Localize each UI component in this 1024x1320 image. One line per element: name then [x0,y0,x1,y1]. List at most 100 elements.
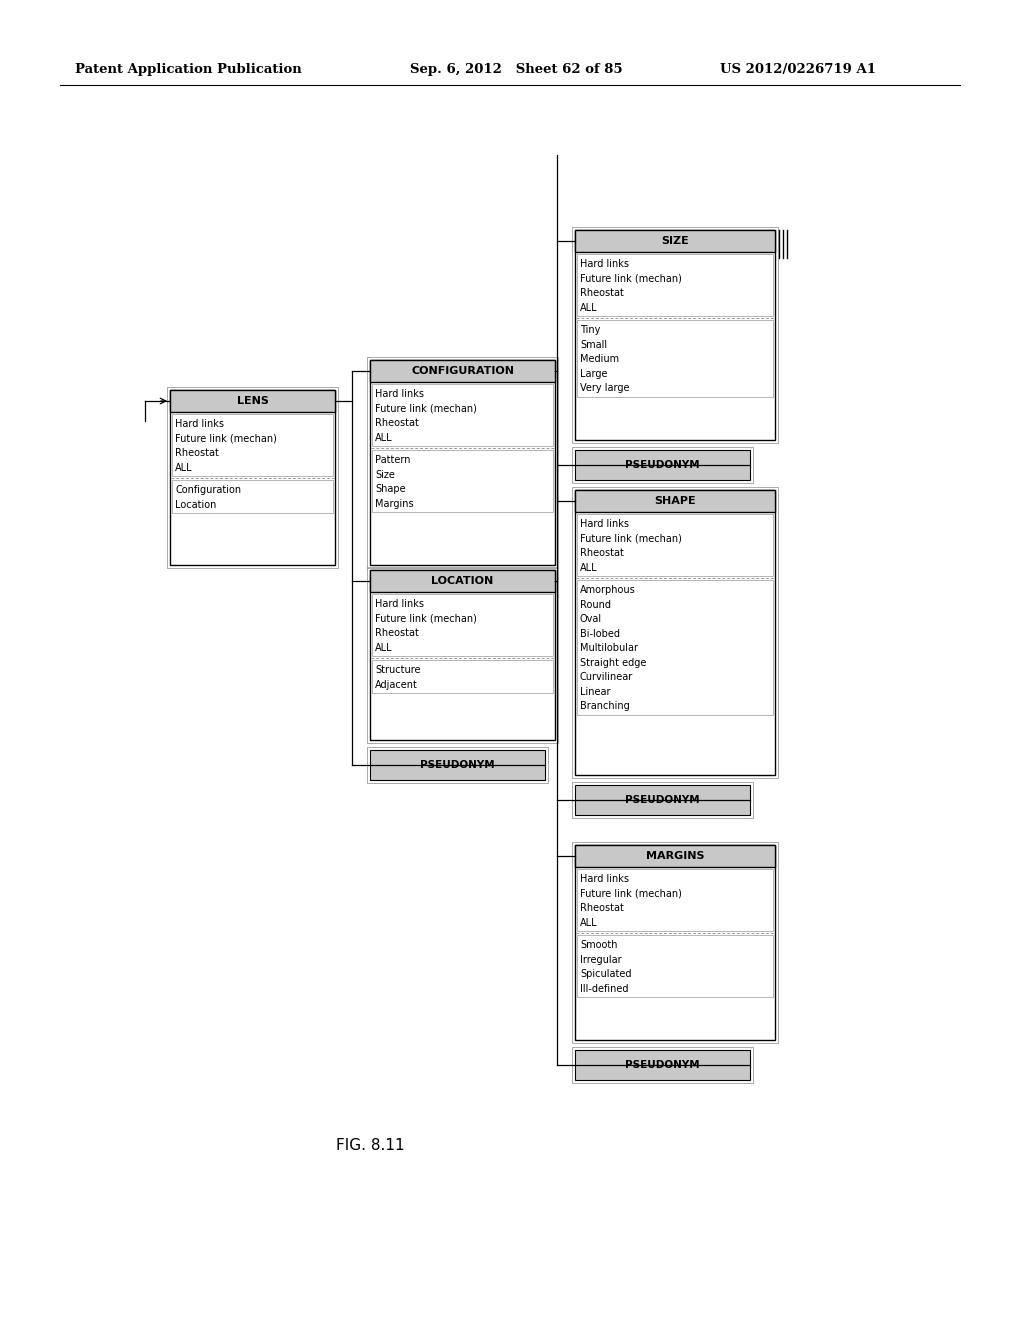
Bar [575,785,750,814]
Text: PSEUDONYM: PSEUDONYM [626,459,699,470]
Text: Hard links: Hard links [175,420,224,429]
Text: Future link (mechan): Future link (mechan) [580,533,682,544]
Text: Bi-lobed: Bi-lobed [580,628,620,639]
Bar [575,450,750,480]
Text: Future link (mechan): Future link (mechan) [375,404,477,413]
Bar [167,387,338,568]
Bar [572,1047,753,1082]
Bar [372,594,553,656]
Text: LOCATION: LOCATION [431,576,494,586]
Text: Multilobular: Multilobular [580,643,638,653]
Text: ALL: ALL [375,643,392,653]
Text: Rheostat: Rheostat [580,548,624,558]
Text: Oval: Oval [580,614,602,624]
Text: Margins: Margins [375,499,414,508]
Bar [572,447,753,483]
Text: Shape: Shape [375,484,406,494]
Bar [577,579,773,714]
Text: Future link (mechan): Future link (mechan) [375,614,477,624]
Text: Rheostat: Rheostat [580,903,624,913]
Text: Straight edge: Straight edge [580,657,646,668]
Text: FIG. 8.11: FIG. 8.11 [336,1138,404,1152]
Text: Future link (mechan): Future link (mechan) [175,434,276,444]
Text: Rheostat: Rheostat [375,418,419,428]
Text: Size: Size [375,470,395,479]
Bar [577,513,773,576]
Text: Amorphous: Amorphous [580,585,636,595]
Bar [370,750,545,780]
Bar [370,570,555,741]
Text: PSEUDONYM: PSEUDONYM [626,795,699,805]
Bar [575,845,775,1040]
Text: Hard links: Hard links [580,259,629,269]
Bar [575,230,775,252]
Text: Linear: Linear [580,686,610,697]
Text: Hard links: Hard links [375,389,424,399]
Bar [170,389,335,565]
Text: Hard links: Hard links [580,519,629,529]
Bar [577,935,773,997]
Text: US 2012/0226719 A1: US 2012/0226719 A1 [720,63,876,77]
Bar [577,869,773,931]
Text: Hard links: Hard links [375,599,424,610]
Bar [170,389,335,412]
Text: MARGINS: MARGINS [646,851,705,861]
Text: Branching: Branching [580,701,630,711]
Bar [577,253,773,315]
Bar [370,360,555,381]
Text: Sep. 6, 2012   Sheet 62 of 85: Sep. 6, 2012 Sheet 62 of 85 [410,63,623,77]
Text: Small: Small [580,339,607,350]
Bar [572,781,753,818]
Text: Rheostat: Rheostat [175,449,219,458]
Text: Configuration: Configuration [175,486,241,495]
Text: Medium: Medium [580,354,620,364]
Text: Curvilinear: Curvilinear [580,672,633,682]
Text: Very large: Very large [580,383,630,393]
Text: SHAPE: SHAPE [654,496,696,506]
Text: PSEUDONYM: PSEUDONYM [626,1060,699,1071]
Text: ALL: ALL [580,302,598,313]
Bar [572,227,778,444]
Bar [575,490,775,775]
Text: Rheostat: Rheostat [375,628,419,639]
Bar [370,360,555,565]
Text: Rheostat: Rheostat [580,288,624,298]
Bar [367,356,558,568]
Text: Large: Large [580,368,607,379]
Text: Smooth: Smooth [580,940,617,950]
Text: Future link (mechan): Future link (mechan) [580,273,682,284]
Text: CONFIGURATION: CONFIGURATION [411,366,514,376]
Bar [172,414,333,477]
Bar [367,568,558,743]
Bar [575,230,775,440]
Bar [575,490,775,512]
Text: Ill-defined: Ill-defined [580,983,629,994]
Bar [572,842,778,1043]
Text: PSEUDONYM: PSEUDONYM [420,760,495,770]
Text: Tiny: Tiny [580,325,600,335]
Bar [575,845,775,867]
Text: Patent Application Publication: Patent Application Publication [75,63,302,77]
Bar [572,487,778,777]
Text: Round: Round [580,599,611,610]
Bar [577,319,773,396]
Text: ALL: ALL [175,463,193,473]
Bar [372,660,553,693]
Bar [370,570,555,591]
Text: SIZE: SIZE [662,236,689,246]
Text: Irregular: Irregular [580,954,622,965]
Text: LENS: LENS [237,396,268,407]
Bar [172,480,333,513]
Text: ALL: ALL [580,562,598,573]
Text: Pattern: Pattern [375,455,411,465]
Text: Structure: Structure [375,665,421,676]
Bar [372,384,553,446]
Text: Adjacent: Adjacent [375,680,418,690]
Text: Location: Location [175,500,216,510]
Text: Spiculated: Spiculated [580,969,632,979]
Text: ALL: ALL [375,433,392,442]
Bar [372,450,553,512]
Text: Future link (mechan): Future link (mechan) [580,888,682,899]
Bar [575,1049,750,1080]
Bar [367,747,548,783]
